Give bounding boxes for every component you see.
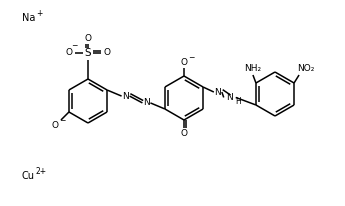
Text: −: − — [59, 117, 65, 125]
Text: O: O — [104, 48, 110, 56]
Text: N: N — [226, 93, 233, 102]
Text: O: O — [85, 34, 91, 42]
Text: 2+: 2+ — [36, 166, 47, 176]
Text: Cu: Cu — [22, 171, 35, 181]
Text: O: O — [180, 130, 187, 138]
Text: O: O — [51, 122, 58, 130]
Text: O: O — [180, 57, 187, 67]
Text: N: N — [215, 88, 221, 97]
Text: +: + — [36, 8, 42, 18]
Text: S: S — [85, 48, 91, 58]
Text: N: N — [143, 98, 150, 107]
Text: Na: Na — [22, 13, 36, 23]
Text: NH₂: NH₂ — [244, 63, 262, 73]
Text: −: − — [188, 54, 194, 62]
Text: H: H — [235, 97, 240, 106]
Text: O: O — [66, 48, 72, 56]
Text: −: − — [71, 41, 77, 50]
Text: NO₂: NO₂ — [297, 63, 315, 73]
Text: N: N — [122, 92, 129, 101]
